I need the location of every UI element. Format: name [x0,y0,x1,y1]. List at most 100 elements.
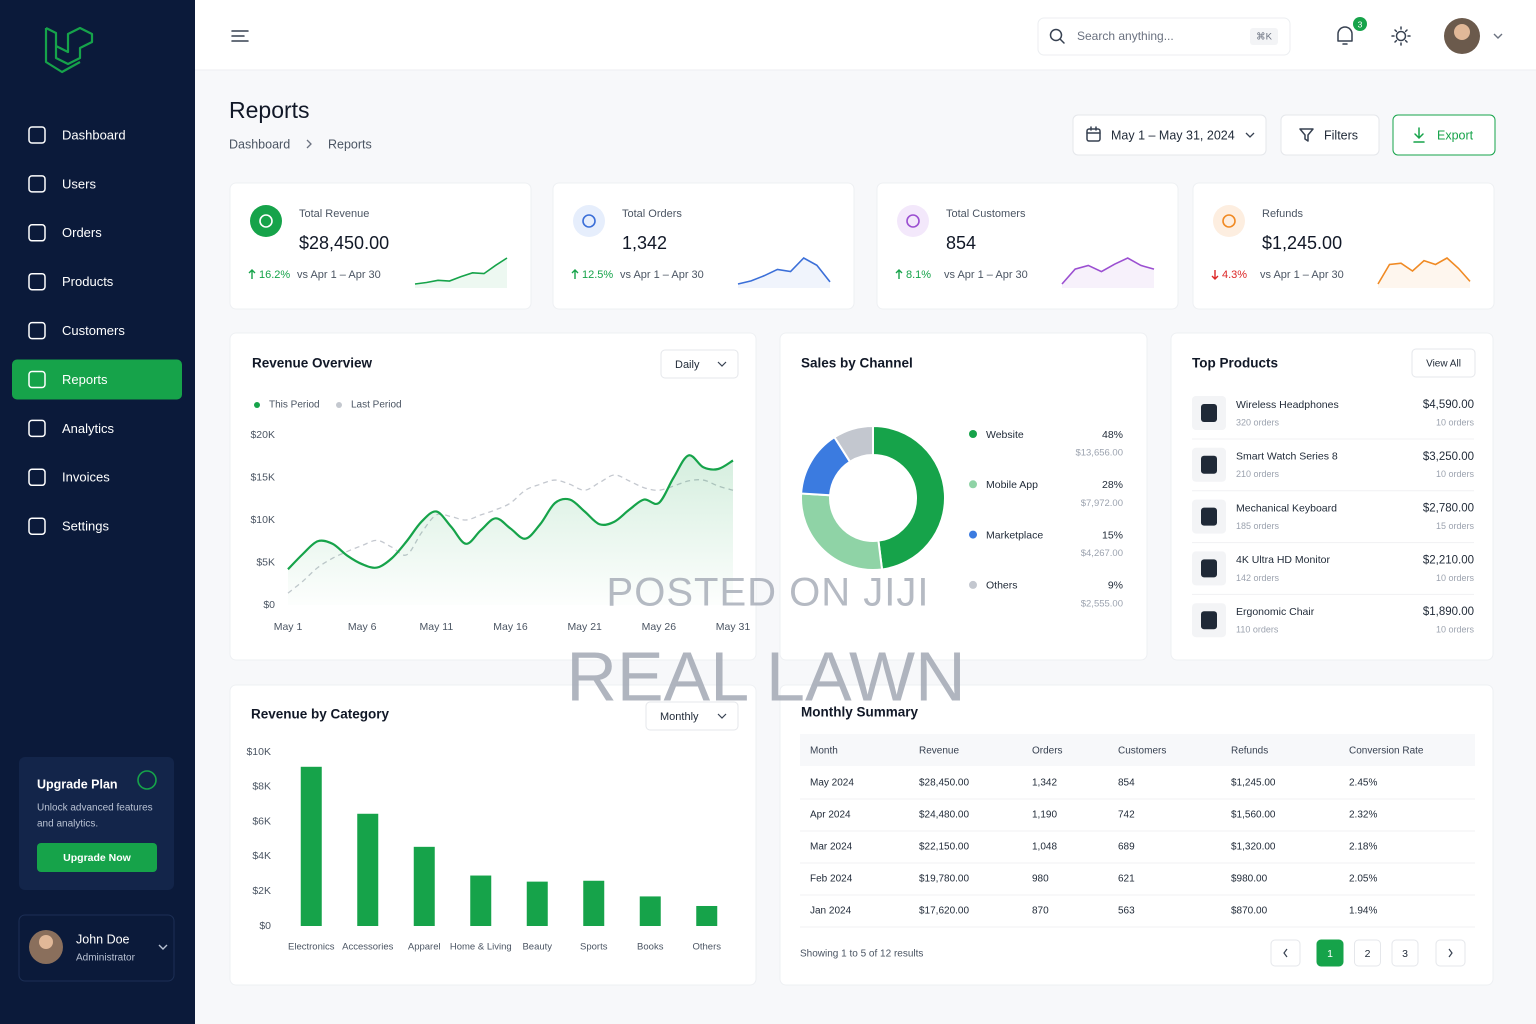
export-label[interactable]: Export [1437,128,1474,142]
profile-chevron[interactable] [1493,33,1503,39]
table-cell: May 2024 [810,778,854,789]
dropdown[interactable] [660,349,739,379]
y-tick-label: $8K [252,781,271,793]
filters-label[interactable]: Filters [1324,128,1358,142]
date-range-button[interactable] [1072,114,1267,156]
x-tick-label: Sports [580,942,608,953]
pagination-page[interactable] [1354,939,1381,967]
pagination-prev-icon[interactable] [1283,948,1288,958]
x-tick-label: May 21 [567,621,602,633]
pagination-page-label[interactable]: 1 [1327,948,1333,960]
table-cell: $1,245.00 [1231,778,1276,789]
table-header: Conversion Rate [1349,746,1424,757]
pagination-page-label[interactable]: 3 [1402,948,1408,960]
nav-icon[interactable] [28,224,46,242]
menu-icon[interactable] [231,30,249,42]
view-all-button[interactable] [1411,348,1476,378]
kpi-sparkline-area [738,258,830,288]
table-cell: 1,342 [1032,778,1057,789]
breadcrumb-item: Reports [328,137,372,151]
nav-icon[interactable] [28,175,46,193]
dropdown-chevron[interactable] [717,713,727,719]
nav-item[interactable]: Customers [62,323,125,338]
table-cell: 1,048 [1032,842,1057,853]
upgrade-title: Upgrade Plan [37,777,118,791]
search-box[interactable] [1037,17,1291,56]
chart-title: Sales by Channel [801,356,913,371]
kpi-icon [259,214,273,228]
bell-icon[interactable] [1337,26,1353,45]
product-amount: $1,890.00 [1423,606,1474,618]
x-tick-label: May 26 [642,621,677,633]
table-header: Month [810,746,838,757]
table-header: Revenue [919,746,959,757]
nav-icon[interactable] [28,468,46,487]
dropdown[interactable] [645,701,739,731]
top-products-card [1170,332,1494,661]
theme-icon[interactable] [1391,26,1411,46]
upgrade-button[interactable] [37,843,157,872]
nav-item[interactable]: Reports [62,372,108,387]
nav-icon[interactable] [28,517,46,535]
kpi-icon-bg [1213,205,1245,237]
upgrade-button-label[interactable]: Upgrade Now [63,852,132,864]
watermark-layer: POSTED ON JIJI REAL LAWN [566,571,965,716]
kpi-change: 8.1% [906,269,931,281]
nav-icon[interactable] [28,126,46,144]
chart-title: Revenue by Category [251,707,390,722]
search-placeholder[interactable]: Search anything... [1077,29,1174,43]
nav-item[interactable]: Users [62,176,96,191]
nav-icon[interactable] [28,321,46,340]
table-cell: 980 [1032,874,1049,885]
profile-avatar-face [1454,24,1470,40]
user-avatar-face [39,935,53,949]
nav-item[interactable]: Settings [62,519,109,534]
nav-icon[interactable] [28,272,46,291]
breadcrumb-item[interactable]: Dashboard [229,137,290,151]
table-cell: $1,320.00 [1231,842,1276,853]
pagination-next[interactable] [1435,939,1466,967]
nav-active-bg[interactable] [12,359,182,400]
legend-marker [336,402,342,408]
user-panel[interactable] [18,914,175,982]
pagination-next-icon[interactable] [1448,948,1453,958]
logo [44,26,94,74]
watermark: REAL LAWN [566,637,965,715]
dropdown-chevron[interactable] [717,361,727,367]
legend-label: This Period [269,400,320,411]
kpi-sparkline [1377,257,1471,285]
nav-icon[interactable] [28,370,46,389]
nav-item[interactable]: Orders [62,225,102,240]
table-cell: 870 [1032,906,1049,917]
legend-marker [969,530,977,539]
nav-item[interactable]: Dashboard [62,127,126,142]
nav-item[interactable]: Invoices [62,470,110,485]
value-label: 9% [1108,580,1123,592]
y-tick-label: $4K [252,850,271,862]
dropdown-label[interactable]: Daily [675,359,700,371]
legend-label: Mobile App [986,479,1038,491]
legend-marker [969,580,977,589]
pagination-page[interactable] [1391,939,1419,967]
view-all-label[interactable]: View All [1426,359,1461,370]
pagination-prev[interactable] [1270,939,1301,967]
pagination-page-label[interactable]: 2 [1365,948,1371,960]
filters-button[interactable] [1280,114,1380,156]
legend-marker [969,480,977,489]
pagination-page[interactable] [1316,939,1344,967]
legend-label: Website [986,429,1024,441]
export-button[interactable] [1392,114,1496,156]
user-chevron[interactable] [158,944,168,950]
nav-item[interactable]: Analytics [62,421,115,436]
date-range-label[interactable]: May 1 – May 31, 2024 [1111,128,1235,142]
date-range-chevron [1245,132,1255,138]
dropdown-label[interactable]: Monthly [660,711,699,723]
upgrade-text: Unlock advanced features [37,803,153,814]
kpi-change: 12.5% [582,269,613,281]
nav-icon[interactable] [28,419,46,438]
nav-item[interactable]: Products [62,274,114,289]
x-tick-label: Beauty [522,942,552,953]
kpi-change-arrow [895,269,903,279]
product-thumb-shape [1201,507,1217,526]
